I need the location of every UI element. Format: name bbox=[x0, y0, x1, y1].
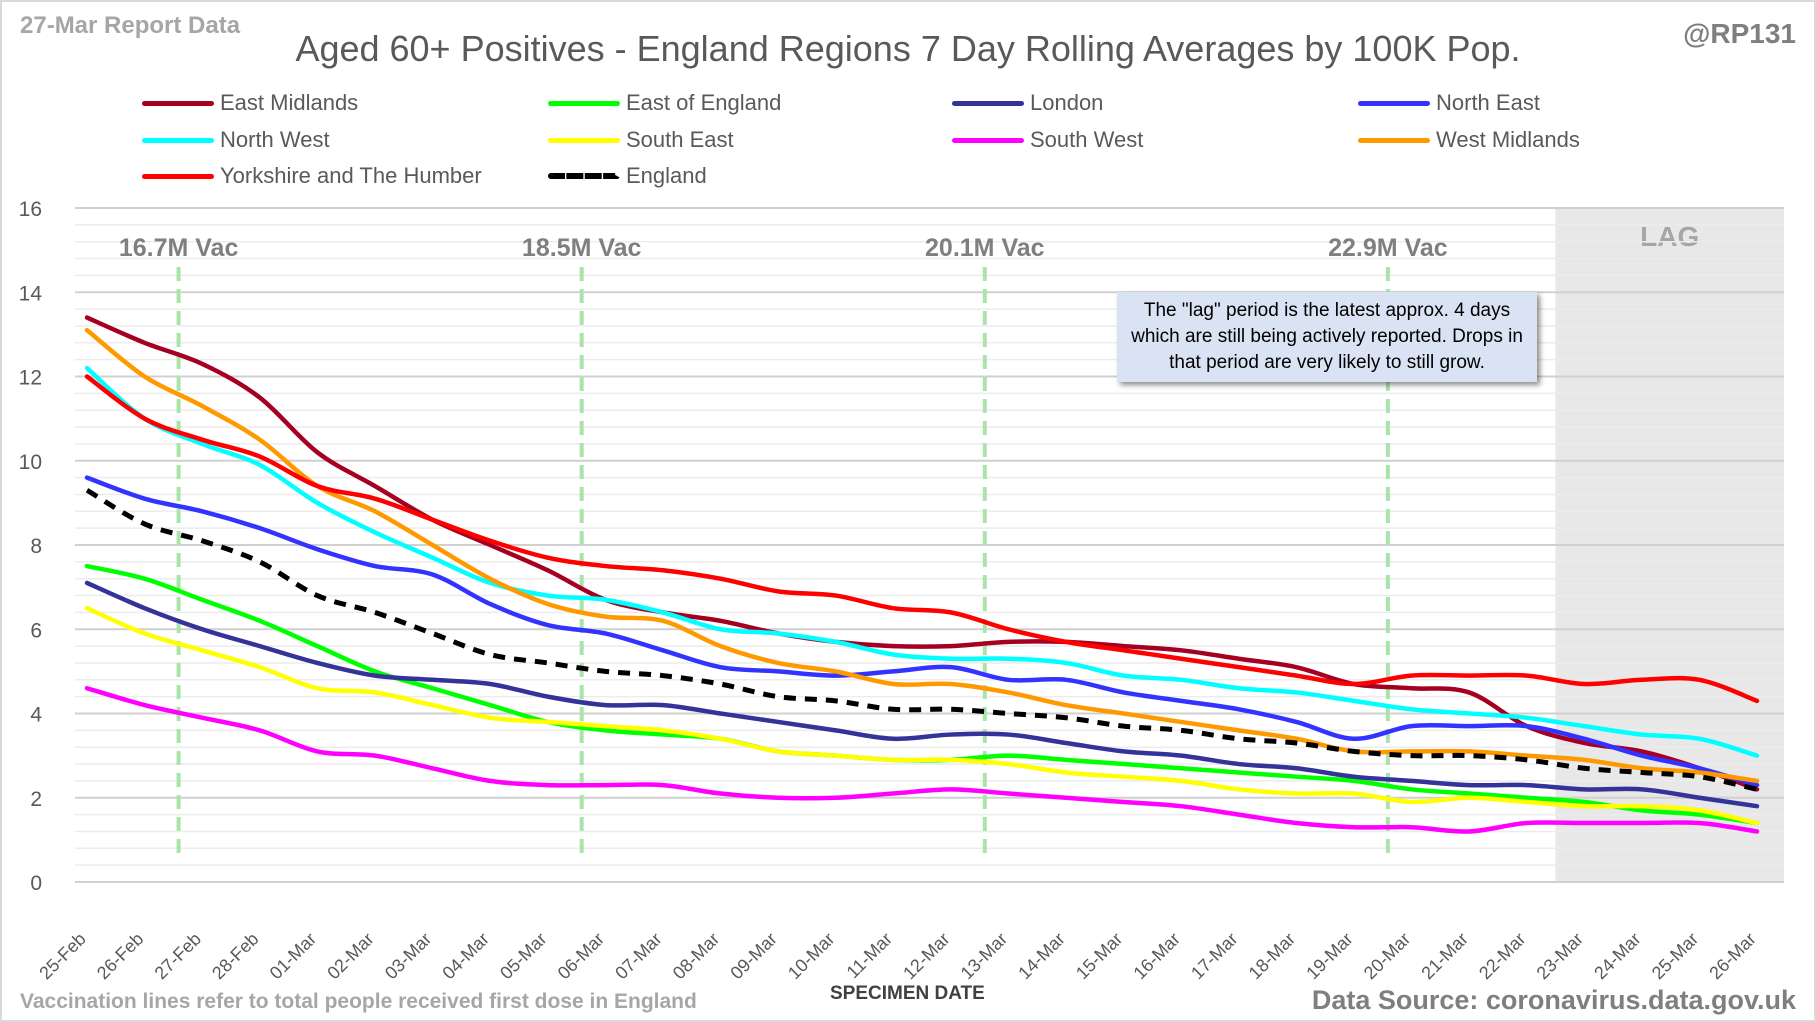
x-tick-label: 28-Feb bbox=[208, 929, 262, 983]
legend-swatch bbox=[142, 137, 214, 143]
y-tick-label: 14 bbox=[19, 282, 43, 305]
x-tick-label: 13-Mar bbox=[957, 929, 1011, 983]
x-tick-label: 23-Mar bbox=[1533, 929, 1587, 983]
x-tick-label: 25-Feb bbox=[35, 929, 89, 983]
y-tick-label: 8 bbox=[30, 535, 42, 558]
x-axis-title: SPECIMEN DATE bbox=[830, 983, 985, 1004]
legend-swatch bbox=[952, 137, 1024, 143]
lag-note: The "lag" period is the latest approx. 4… bbox=[1117, 292, 1537, 382]
series-line-east-midlands bbox=[84, 315, 1760, 792]
x-tick-label: 03-Mar bbox=[381, 929, 435, 983]
x-tick-label: 19-Mar bbox=[1302, 929, 1356, 983]
legend-item: North West bbox=[142, 127, 330, 153]
x-tick-label: 22-Mar bbox=[1475, 929, 1529, 983]
legend-item: South East bbox=[548, 127, 734, 153]
x-tick-label: 01-Mar bbox=[266, 929, 320, 983]
x-tick-label: 17-Mar bbox=[1187, 929, 1241, 983]
x-tick-label: 05-Mar bbox=[496, 929, 550, 983]
x-tick-label: 11-Mar bbox=[843, 929, 897, 983]
legend-swatch bbox=[548, 173, 620, 179]
x-tick-label: 18-Mar bbox=[1245, 929, 1299, 983]
series-line-north-east bbox=[84, 475, 1760, 788]
x-tick-label: 24-Mar bbox=[1590, 929, 1644, 983]
vaccination-footnote: Vaccination lines refer to total people … bbox=[20, 990, 697, 1013]
series-line-north-west bbox=[84, 365, 1760, 758]
legend-label: South West bbox=[1030, 127, 1144, 152]
vaccination-label: 18.5M Vac bbox=[522, 234, 642, 262]
vaccination-label: 20.1M Vac bbox=[925, 234, 1045, 262]
vaccination-label: 22.9M Vac bbox=[1328, 234, 1448, 262]
x-tick-label: 12-Mar bbox=[899, 929, 953, 983]
legend-item: North East bbox=[1358, 90, 1540, 116]
legend-item: West Midlands bbox=[1358, 127, 1580, 153]
y-tick-label: 12 bbox=[19, 367, 42, 390]
legend-label: Yorkshire and The Humber bbox=[220, 163, 482, 188]
x-tick-label: 07-Mar bbox=[611, 929, 665, 983]
x-tick-label: 25-Mar bbox=[1648, 929, 1702, 983]
x-tick-label: 20-Mar bbox=[1360, 929, 1414, 983]
vaccination-label: 16.7M Vac bbox=[119, 234, 239, 262]
x-tick-label: 09-Mar bbox=[726, 929, 780, 983]
legend-item: East of England bbox=[548, 90, 781, 116]
x-tick-label: 02-Mar bbox=[323, 929, 377, 983]
legend-label: London bbox=[1030, 90, 1104, 115]
legend-swatch bbox=[142, 100, 214, 106]
report-date-label: 27-Mar Report Data bbox=[20, 12, 241, 39]
data-source: Data Source: coronavirus.data.gov.uk bbox=[1311, 985, 1796, 1015]
legend-swatch bbox=[1358, 137, 1430, 143]
y-tick-label: 6 bbox=[30, 619, 42, 642]
y-tick-label: 4 bbox=[30, 704, 42, 727]
legend-swatch bbox=[548, 137, 620, 143]
series-line-england bbox=[85, 488, 1758, 792]
legend-item: South West bbox=[952, 127, 1143, 153]
legend-item: Yorkshire and The Humber bbox=[142, 163, 482, 189]
y-tick-label: 2 bbox=[30, 788, 42, 811]
y-tick-label: 16 bbox=[19, 198, 42, 221]
legend-label: West Midlands bbox=[1436, 127, 1580, 152]
x-tick-label: 16-Mar bbox=[1130, 929, 1184, 983]
x-tick-label: 10-Mar bbox=[784, 929, 838, 983]
y-tick-label: 10 bbox=[19, 451, 42, 474]
legend-label: South East bbox=[626, 127, 734, 152]
series-line-london bbox=[84, 580, 1760, 809]
legend-label: East Midlands bbox=[220, 90, 359, 115]
x-tick-label: 14-Mar bbox=[1014, 929, 1068, 983]
x-tick-label: 06-Mar bbox=[554, 929, 608, 983]
author-handle: @RP131 bbox=[1683, 18, 1796, 49]
legend-label: North East bbox=[1436, 90, 1540, 115]
legend-label: East of England bbox=[626, 90, 782, 115]
legend-label: North West bbox=[220, 127, 330, 152]
x-tick-label: 15-Mar bbox=[1072, 929, 1126, 983]
series-line-south-east bbox=[84, 605, 1760, 826]
x-tick-label: 21-Mar bbox=[1417, 929, 1471, 983]
legend-swatch bbox=[142, 173, 214, 179]
legend-item: London bbox=[952, 90, 1103, 116]
series-line-south-west bbox=[84, 685, 1760, 834]
series-line-yorkshire-and-the-humber bbox=[84, 374, 1760, 704]
legend-swatch bbox=[1358, 100, 1430, 106]
y-tick-label: 0 bbox=[30, 872, 42, 895]
x-tick-label: 27-Feb bbox=[151, 929, 205, 983]
chart-title: Aged 60+ Positives - England Regions 7 D… bbox=[295, 28, 1521, 69]
x-tick-label: 26-Feb bbox=[93, 929, 147, 983]
legend-label: England bbox=[626, 163, 707, 188]
x-tick-label: 08-Mar bbox=[669, 929, 723, 983]
legend-item: East Midlands bbox=[142, 90, 358, 116]
x-tick-label: 26-Mar bbox=[1705, 929, 1759, 983]
legend-swatch bbox=[952, 100, 1024, 106]
legend-item: England bbox=[548, 163, 707, 189]
lag-label: LAG bbox=[1640, 221, 1699, 252]
x-tick-label: 04-Mar bbox=[438, 929, 492, 983]
legend-swatch bbox=[548, 100, 620, 106]
series-line-west-midlands bbox=[84, 327, 1760, 784]
